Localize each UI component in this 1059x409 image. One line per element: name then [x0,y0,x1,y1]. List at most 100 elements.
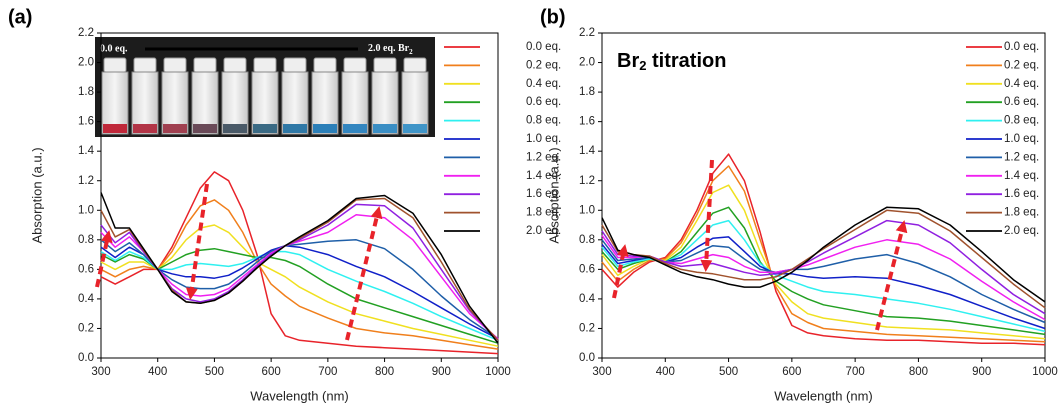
vial-solution [343,124,367,133]
x-axis-title: Wavelength (nm) [774,388,873,403]
legend-label: 0.8 eq. [526,115,561,127]
inset-label-left: 0.0 eq. [100,43,128,54]
x-tick-label: 400 [656,366,675,378]
y-tick-label: 1.8 [579,86,595,98]
vial-body [221,71,249,135]
vial-cap [373,57,397,73]
x-tick-label: 800 [375,366,394,378]
vial-solution [403,124,427,133]
plot-frame [601,32,1046,359]
y-tick-label: 0.0 [78,352,94,364]
vial-cap [163,57,187,73]
vial-body [161,71,189,135]
legend-label: 1.2 eq. [526,151,561,163]
y-tick-label: 0.8 [579,234,595,246]
legend-label: 0.4 eq. [526,78,561,90]
legend-label: 1.4 eq. [1004,170,1039,182]
trend-arrow [700,159,714,272]
spectrum-line [601,206,1046,303]
annotation-text: Br [617,50,639,72]
x-tick-label: 800 [909,366,928,378]
x-tick-label: 700 [318,366,337,378]
plot-frame [100,32,499,359]
x-tick-label: 600 [262,366,281,378]
y-tick-label: 2.0 [579,57,595,69]
vial-cap [223,57,247,73]
legend-label: 0.0 eq. [526,41,561,53]
vial-body [341,71,369,135]
spectrum-line [100,213,499,340]
vial-cap [133,57,157,73]
spectrum-line [601,236,1046,330]
legend-label: 0.8 eq. [1004,115,1039,127]
vial-cap [283,57,307,73]
legend-label: 1.6 eq. [526,188,561,200]
y-tick-label: 0.2 [78,322,94,334]
spectrum-line [100,250,499,341]
x-tick-label: 700 [846,366,865,378]
spectrum-line [601,219,1046,333]
x-tick-label: 900 [432,366,451,378]
legend-label: 0.0 eq. [1004,41,1039,53]
x-tick-label: 1000 [1032,366,1058,378]
vial-body [311,71,339,135]
x-tick-label: 300 [592,366,611,378]
legend-label: 0.6 eq. [1004,96,1039,108]
trend-arrow [612,244,629,299]
spectrum-line [100,192,499,344]
trend-arrow [875,220,908,331]
legend-label: 1.4 eq. [526,170,561,182]
inset-photo: 0.0 eq. 2.0 eq. Br2 [95,37,435,137]
inset-label-right-text: 2.0 eq. Br [368,43,410,54]
x-axis-title: Wavelength (nm) [250,388,349,403]
spectrum-line [601,239,1046,324]
y-tick-label: 0.0 [579,352,595,364]
spectrum-line [100,171,499,355]
vial-body [131,71,159,135]
vial-solution [193,124,217,133]
panel-label: (a) [8,6,32,28]
vial-body [281,71,309,135]
y-tick-label: 1.2 [78,175,94,187]
y-tick-label: 1.4 [78,145,95,157]
legend-label: 0.2 eq. [526,59,561,71]
vial-body [401,71,429,135]
y-tick-label: 1.8 [78,86,94,98]
annotation: Br2 titration [617,50,726,73]
y-tick-label: 2.2 [78,27,94,39]
vial-solution [283,124,307,133]
legend-label: 0.2 eq. [1004,59,1039,71]
annotation-text: titration [646,50,726,72]
vial-cap [103,57,127,73]
legend-label: 1.6 eq. [1004,188,1039,200]
vial-solution [253,124,277,133]
y-tick-label: 0.2 [579,322,595,334]
vial-solution [133,124,157,133]
vial-cap [403,57,427,73]
y-tick-label: 1.0 [579,204,595,216]
trend-arrow [95,230,113,288]
legend-label: 0.4 eq. [1004,78,1039,90]
spectrum-line [100,239,499,340]
annotation-subscript: 2 [639,58,646,73]
x-tick-label: 600 [782,366,801,378]
y-tick-label: 1.0 [78,204,94,216]
vial-solution [373,124,397,133]
y-tick-label: 0.6 [579,263,595,275]
trend-arrow [185,183,209,300]
y-tick-label: 0.4 [579,293,596,305]
trend-arrow [345,206,383,341]
legend-label: 1.0 eq. [1004,133,1039,145]
vial-cap [253,57,277,73]
y-tick-label: 1.6 [78,116,94,128]
spectrum-line [100,199,499,350]
spectrum-line [100,247,499,344]
y-tick-label: 0.4 [78,293,95,305]
vial-cap [343,57,367,73]
x-tick-label: 300 [91,366,110,378]
x-tick-label: 400 [148,366,167,378]
x-tick-label: 500 [205,366,224,378]
inset-label-right: 2.0 eq. Br2 [368,43,413,55]
x-tick-label: 1000 [485,366,511,378]
